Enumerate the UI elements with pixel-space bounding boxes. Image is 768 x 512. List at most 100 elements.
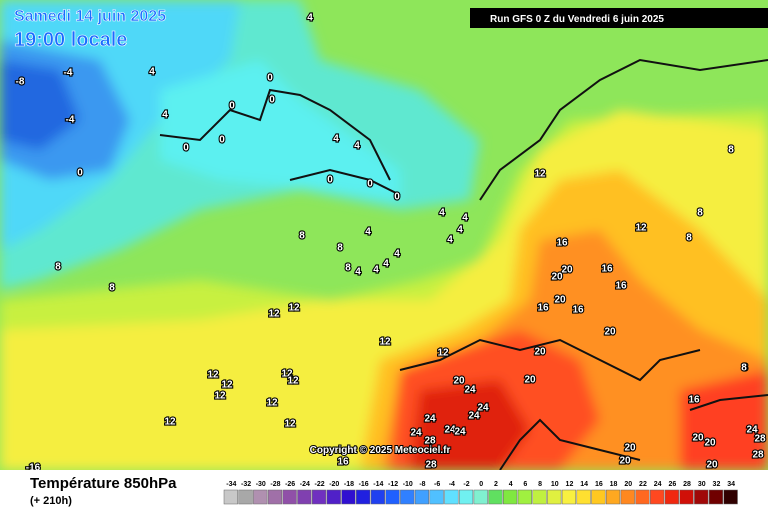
- contour-label: 20: [524, 375, 536, 386]
- contour-label: 20: [704, 438, 716, 449]
- contour-label: 12: [221, 380, 233, 391]
- contour-label: 20: [561, 265, 573, 276]
- contour-label: 28: [424, 436, 436, 447]
- contour-label: 24: [468, 411, 480, 422]
- contour-label: 12: [379, 337, 391, 348]
- scale-swatch: [370, 489, 385, 505]
- contour-label: 4: [162, 110, 168, 121]
- contour-label: 16: [537, 303, 549, 314]
- scale-swatch: [223, 489, 238, 505]
- copyright: Copyright © 2025 Meteociel.fr: [310, 445, 451, 456]
- contour-label: 8: [728, 145, 734, 156]
- scale-label: -8: [419, 481, 425, 488]
- contour-label: 4: [383, 259, 389, 270]
- contour-label: 8: [109, 283, 115, 294]
- contour-label: 12: [287, 376, 299, 387]
- contour-label: 16: [601, 264, 613, 275]
- contour-label: 0: [229, 101, 235, 112]
- scale-label: 0: [479, 481, 483, 488]
- scale-label: 18: [610, 481, 618, 488]
- scale-swatch: [694, 489, 709, 505]
- scale-label: -12: [388, 481, 398, 488]
- contour-label: 24: [464, 385, 476, 396]
- contour-label: 8: [686, 233, 692, 244]
- scale-swatch: [664, 489, 679, 505]
- scale-swatch: [561, 489, 577, 505]
- scale-swatch: [708, 489, 724, 505]
- contour-label: 12: [281, 369, 293, 380]
- contour-label: 12: [288, 303, 300, 314]
- scale-label: 8: [538, 481, 542, 488]
- scale-swatch: [356, 489, 371, 505]
- scale-label: 10: [551, 481, 559, 488]
- scale-label: 26: [668, 481, 676, 488]
- scale-swatch: [414, 489, 430, 505]
- scale-label: -22: [314, 481, 324, 488]
- contour-label: 16: [556, 238, 568, 249]
- scale-swatch: [723, 489, 738, 505]
- scale-swatch: [444, 489, 459, 505]
- scale-swatch: [326, 489, 341, 505]
- contour-label: 28: [425, 460, 437, 471]
- contour-label: 20: [534, 347, 546, 358]
- contour-label: 24: [444, 425, 456, 436]
- coastlines: [159, 58, 768, 471]
- scale-label: -4: [449, 481, 455, 488]
- contour-label: 12: [164, 417, 176, 428]
- contour-label: 20: [453, 376, 465, 387]
- contour-label: 4: [307, 13, 313, 24]
- scale-swatch: [385, 489, 400, 505]
- scale-swatch: [576, 489, 591, 505]
- contour-label: 8: [299, 231, 305, 242]
- scale-label: -2: [463, 481, 469, 488]
- scale-swatch: [503, 489, 518, 505]
- contour-label: 4: [354, 141, 360, 152]
- scale-label: 16: [595, 481, 603, 488]
- contour-label: 0: [367, 179, 373, 190]
- contour-label: 20: [604, 327, 616, 338]
- contour-label: 12: [437, 348, 449, 359]
- contour-label: 12: [534, 169, 546, 180]
- contour-label: 28: [752, 450, 764, 461]
- contour-label: 4: [149, 67, 155, 78]
- legend-subtitle: (+ 210h): [30, 495, 72, 507]
- contour-label: 20: [554, 295, 566, 306]
- contour-label: 24: [424, 414, 436, 425]
- contour-label: 12: [284, 419, 296, 430]
- contour-label: 20: [692, 433, 704, 444]
- contour-label: 12: [207, 370, 219, 381]
- scale-label: -26: [285, 481, 295, 488]
- scale-swatch: [458, 489, 474, 505]
- contour-label: 8: [345, 263, 351, 274]
- contour-label: 8: [742, 363, 748, 374]
- contour-label: 4: [373, 265, 379, 276]
- scale-label: -24: [300, 481, 310, 488]
- contour-label: 4: [355, 267, 361, 278]
- scale-swatch: [253, 489, 268, 505]
- scale-label: -6: [434, 481, 440, 488]
- scale-label: 24: [654, 481, 662, 488]
- scale-swatch: [591, 489, 606, 505]
- scale-swatch: [635, 489, 650, 505]
- scale-label: 34: [727, 481, 735, 488]
- scale-swatch: [400, 489, 415, 505]
- contour-label: 0: [219, 135, 225, 146]
- run-box: [470, 8, 768, 28]
- contour-label: 0: [269, 95, 275, 106]
- scale-label: -32: [241, 481, 251, 488]
- contour-label: 4: [439, 208, 445, 219]
- contour-label: 12: [266, 398, 278, 409]
- contour-label: 8: [741, 363, 747, 374]
- contour-label: 8: [337, 243, 343, 254]
- scale-swatch: [547, 489, 562, 505]
- color-scale: -34 -32 -30 -28 -26 -24 -22 -20 -18 -16 -14 -12 -10-…: [223, 481, 738, 505]
- contour-label: 4: [457, 225, 463, 236]
- scale-label: 2: [494, 481, 498, 488]
- legend-title: Température 850hPa: [30, 475, 177, 492]
- scale-swatch: [532, 489, 547, 505]
- scale-swatch: [341, 489, 356, 505]
- contour-label: -8: [16, 77, 25, 88]
- contour-label: -4: [66, 115, 75, 126]
